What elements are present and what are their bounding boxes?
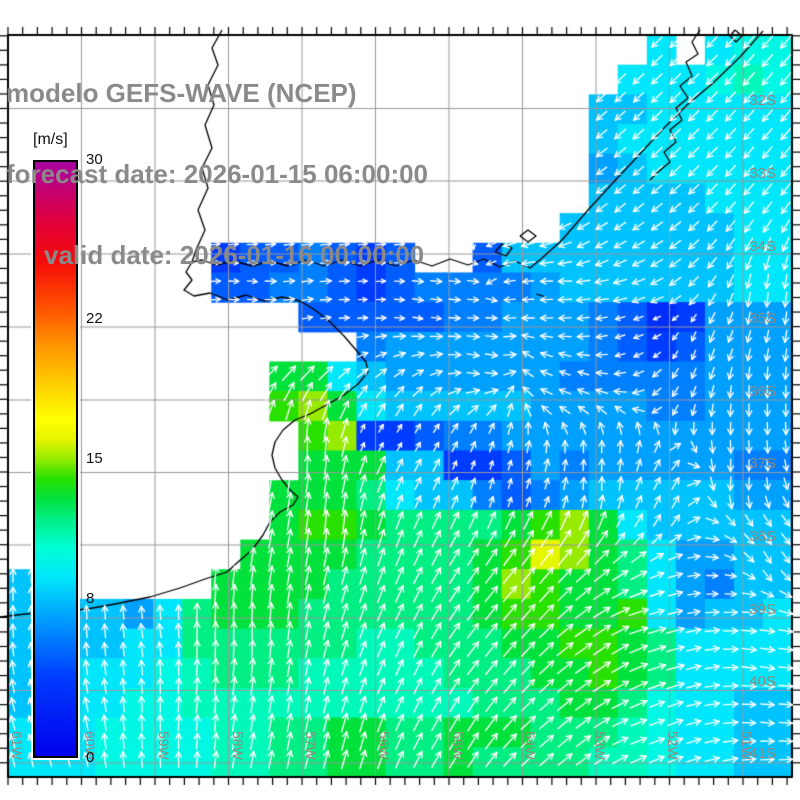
lon-label-51W: 51W xyxy=(739,731,755,760)
lon-label-53W: 53W xyxy=(592,731,608,760)
lon-label-55W: 55W xyxy=(450,731,466,760)
lat-label-41S: 41S xyxy=(749,745,776,762)
lat-label-36S: 36S xyxy=(749,383,776,400)
colorbar-tick-15: 15 xyxy=(86,450,103,467)
title-model-line: modelo GEFS-WAVE (NCEP) xyxy=(6,78,357,108)
lat-label-35S: 35S xyxy=(749,310,776,327)
lat-label-39S: 39S xyxy=(749,601,776,618)
colorbar-tick-30: 30 xyxy=(86,151,103,168)
title-forecast-date-line: forecast date: 2026-01-15 06:00:00 xyxy=(6,159,429,189)
colorbar-tick-0: 0 xyxy=(86,749,95,766)
lat-label-38S: 38S xyxy=(749,528,776,545)
lon-label-56W: 56W xyxy=(376,731,392,760)
colorbar-tick-8: 8 xyxy=(86,589,95,607)
title-valid-date-line: valid date: 2026-01-16 00:00:00 xyxy=(44,240,425,270)
lon-label-54W: 54W xyxy=(522,731,538,760)
lat-label-34S: 34S xyxy=(749,238,776,255)
lat-label-33S: 33S xyxy=(749,165,776,182)
colorbar xyxy=(33,160,78,758)
colorbar-unit-label: [m/s] xyxy=(33,131,68,148)
lat-label-37S: 37S xyxy=(749,455,776,472)
lon-label-57W: 57W xyxy=(303,731,319,760)
lat-label-32S: 32S xyxy=(749,92,776,109)
map-title: modelo GEFS-WAVE (NCEP) forecast date: 2… xyxy=(6,26,428,323)
lon-label-61W: 61W xyxy=(9,731,25,760)
lat-label-40S: 40S xyxy=(749,673,776,690)
colorbar-tick-22: 22 xyxy=(86,310,103,328)
lon-label-52W: 52W xyxy=(665,731,681,760)
lon-label-58W: 58W xyxy=(230,731,246,760)
lon-label-60W: 60W xyxy=(82,731,98,760)
lon-label-59W: 59W xyxy=(156,731,172,760)
